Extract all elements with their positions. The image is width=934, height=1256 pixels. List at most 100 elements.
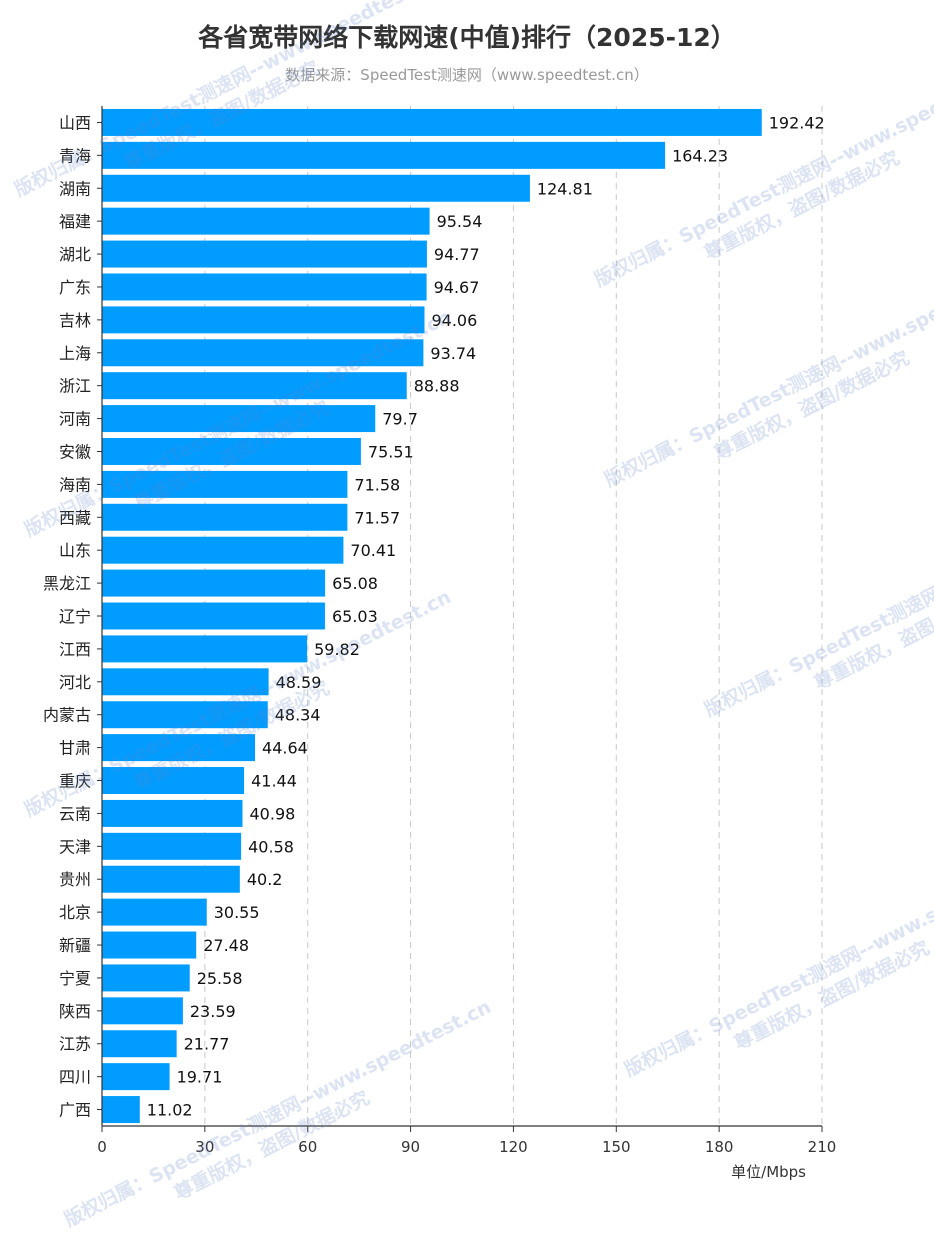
bar-value-label: 79.7 [382, 410, 418, 429]
y-category-label: 贵州 [59, 870, 91, 889]
chart-title: 各省宽带网络下载网速(中值)排行（2025-12） [198, 23, 736, 52]
bar-value-label: 93.74 [430, 344, 476, 363]
y-category-label: 黑龙江 [43, 574, 91, 593]
bar-value-label: 94.67 [434, 278, 480, 297]
bar-value-label: 94.77 [434, 245, 480, 264]
bar [102, 832, 242, 860]
bar [102, 701, 268, 729]
y-category-label: 天津 [59, 837, 91, 856]
bar [102, 997, 183, 1025]
y-category-label: 四川 [59, 1068, 91, 1087]
bar [102, 602, 325, 630]
x-tick-label: 180 [705, 1138, 734, 1156]
bar-value-label: 65.08 [332, 574, 378, 593]
chart-subtitle: 数据来源：SpeedTest测速网（www.speedtest.cn） [285, 66, 649, 84]
y-category-label: 新疆 [59, 936, 91, 955]
bar-value-label: 71.57 [354, 508, 400, 527]
bar [102, 964, 190, 992]
y-category-label: 西藏 [59, 508, 91, 527]
y-category-label: 山西 [59, 113, 91, 132]
y-category-label: 福建 [59, 212, 91, 231]
y-category-label: 内蒙古 [43, 706, 91, 725]
bar-value-label: 30.55 [214, 903, 260, 922]
y-category-label: 山东 [59, 541, 91, 560]
bar [102, 898, 207, 926]
bar-value-label: 70.41 [350, 541, 396, 560]
bar [102, 470, 348, 498]
y-category-label: 河南 [59, 410, 91, 429]
bar-value-label: 40.98 [250, 804, 296, 823]
bar [102, 668, 269, 696]
bar [102, 437, 361, 465]
x-tick-label: 0 [97, 1138, 107, 1156]
bar [102, 503, 348, 531]
y-category-label: 云南 [59, 804, 91, 823]
y-category-label: 陕西 [59, 1002, 91, 1021]
y-category-label: 海南 [59, 475, 91, 494]
bar [102, 339, 424, 367]
bar-value-label: 40.2 [247, 870, 283, 889]
axes: 0 30 60 90 120 150 180 210 山西青海湖南福建湖北广东吉林上海浙江河南安… [43, 106, 836, 1156]
x-tick-label: 120 [499, 1138, 528, 1156]
y-category-label: 上海 [59, 344, 91, 363]
x-tick-label: 60 [298, 1138, 317, 1156]
y-category-label: 辽宁 [59, 607, 91, 626]
bar [102, 306, 425, 334]
bar-value-label: 25.58 [197, 969, 243, 988]
y-category-label: 广东 [59, 278, 91, 297]
bar [102, 799, 243, 827]
bar-value-label: 65.03 [332, 607, 378, 626]
bar-value-label: 164.23 [672, 146, 728, 165]
bar [102, 734, 256, 762]
y-category-label: 重庆 [59, 772, 91, 791]
bar-value-label: 11.02 [147, 1101, 193, 1120]
x-tick-label: 210 [808, 1138, 837, 1156]
bar [102, 931, 197, 959]
y-category-label: 河北 [59, 673, 91, 692]
y-category-label: 江西 [59, 640, 91, 659]
bar [102, 240, 427, 268]
y-category-label: 安徽 [59, 442, 91, 461]
bar [102, 569, 326, 597]
bars: 192.42 164.23 124.81 95.54 94.77 94.67 94.06 93… [102, 108, 825, 1124]
bar-value-label: 19.71 [177, 1068, 223, 1087]
bar [102, 1063, 170, 1091]
bar-value-label: 40.58 [248, 837, 294, 856]
bar [102, 174, 530, 202]
y-category-label: 湖北 [59, 245, 91, 264]
y-category-label: 宁夏 [59, 969, 91, 988]
y-category-label: 青海 [59, 146, 91, 165]
bar [102, 635, 308, 663]
x-tick-label: 150 [602, 1138, 631, 1156]
x-tick-label: 30 [195, 1138, 214, 1156]
bar [102, 372, 407, 400]
bar-value-label: 48.59 [276, 673, 322, 692]
bar [102, 1030, 177, 1058]
bar [102, 536, 344, 564]
y-category-label: 吉林 [59, 311, 91, 330]
y-category-label: 浙江 [59, 377, 91, 396]
bar [102, 207, 430, 235]
y-category-label: 甘肃 [59, 739, 91, 758]
bar [102, 108, 762, 136]
bar-value-label: 124.81 [537, 179, 593, 198]
bar-value-label: 71.58 [354, 475, 400, 494]
bar-value-label: 95.54 [437, 212, 483, 231]
bar-value-label: 94.06 [431, 311, 477, 330]
y-category-label: 江苏 [59, 1035, 91, 1054]
bar [102, 1096, 140, 1124]
bar-value-label: 23.59 [190, 1002, 236, 1021]
bar-value-label: 21.77 [184, 1035, 230, 1054]
y-category-label: 广西 [59, 1101, 91, 1120]
bar-value-label: 59.82 [314, 640, 360, 659]
bar-value-label: 27.48 [203, 936, 249, 955]
bar [102, 273, 427, 301]
y-category-label: 湖南 [59, 179, 91, 198]
bar-value-label: 88.88 [414, 377, 460, 396]
bar-value-label: 192.42 [769, 113, 825, 132]
x-axis-title: 单位/Mbps [731, 1163, 806, 1181]
y-category-label: 北京 [59, 903, 91, 922]
bar [102, 405, 376, 433]
bar [102, 865, 240, 893]
